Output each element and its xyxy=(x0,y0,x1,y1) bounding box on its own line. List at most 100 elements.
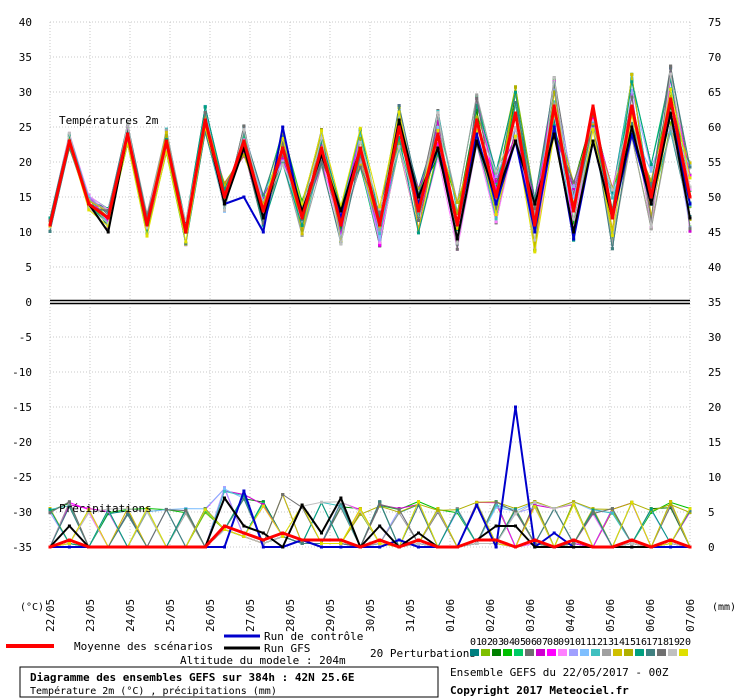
perturbation-20-temp-line-point xyxy=(397,110,401,114)
mean-precip-line-point xyxy=(126,545,130,549)
perturbation-19-precip-line-point xyxy=(126,507,130,511)
mean-precip-line-point xyxy=(281,531,285,535)
gfs-precip-line-point xyxy=(417,531,420,535)
perturbation-03-temp-line-point xyxy=(669,105,673,109)
perturbation-17-temp-line-point xyxy=(397,104,401,108)
perturbation-17-precip-line-point xyxy=(242,497,246,501)
perturbation-16-precip-line-point xyxy=(455,508,459,512)
perturbation-20-precip-line-point xyxy=(87,508,91,511)
gfs-precip-line-point xyxy=(630,545,634,549)
perturbation-08-temp-line-point xyxy=(494,187,498,191)
perturbation-swatch xyxy=(481,649,490,656)
left-axis-ticks: 40 35 30 25 20 15 10 5 0 -5 -10 -15 -20 -25 -30 -35 xyxy=(12,16,32,554)
perturbation-15-precip-line-point xyxy=(669,503,673,507)
control-precip-line-point xyxy=(514,405,517,409)
perturbation-number: 07 xyxy=(536,637,548,648)
left-tick-label: 30 xyxy=(19,86,32,99)
perturbation-15-precip-line-point xyxy=(358,512,362,516)
perturbation-14-precip-line-point xyxy=(669,500,673,503)
perturbation-17-temp-line-point xyxy=(281,134,285,138)
mean-precip-line-point xyxy=(203,545,207,549)
x-tick-label: 02/06 xyxy=(484,599,497,632)
perturbation-15-temp-line-point xyxy=(223,181,226,185)
perturbation-swatch xyxy=(679,649,688,656)
perturbation-14-temp-line-point xyxy=(455,200,459,204)
perturbation-18-precip-line-point xyxy=(48,511,52,515)
right-tick-label: 60 xyxy=(708,121,721,134)
perturbation-03-temp-line-point xyxy=(475,108,479,112)
perturbation-03-temp-line-point xyxy=(339,227,343,231)
perturbation-15-temp-line-point xyxy=(281,144,285,148)
perturbation-15-temp-line-point xyxy=(455,211,459,215)
perturbation-18-precip-line-point xyxy=(610,507,614,511)
perturbation-16-precip-line-point xyxy=(591,508,595,512)
perturbation-number: 12 xyxy=(591,637,603,648)
perturbation-17-temp-line-point xyxy=(649,185,653,189)
grid xyxy=(49,21,691,548)
control-temp-line-point xyxy=(494,202,498,206)
perturbation-11-precip-line-point xyxy=(223,487,226,491)
perturbation-17-precip-line-point xyxy=(591,510,595,514)
control-precip-line-point xyxy=(223,545,226,549)
left-tick-label: 35 xyxy=(19,51,32,64)
perturbation-02-temp-line-point xyxy=(610,238,614,242)
perturbation-20-temp-line-point xyxy=(688,176,692,180)
perturbation-11-temp-line-point xyxy=(397,115,401,119)
control-precip-line-point xyxy=(242,489,246,493)
mean-temp-line-point xyxy=(591,104,595,108)
right-tick-label: 70 xyxy=(708,51,721,64)
x-tick-label: 31/05 xyxy=(404,599,417,632)
perturbation-06-temp-line-point xyxy=(572,192,576,196)
control-precip-line-point xyxy=(320,545,323,549)
perturbation-11-precip-line-point xyxy=(494,505,498,509)
perturbation-19-precip-line-point xyxy=(320,500,323,504)
perturbation-01-temp-line-point xyxy=(339,225,343,229)
x-tick-label: 25/05 xyxy=(164,599,177,632)
perturbation-15-temp-line-point xyxy=(300,228,304,232)
perturbation-20-temp-line-point xyxy=(164,150,168,154)
perturbation-20-temp-line-point xyxy=(630,114,634,117)
perturbation-12-precip-line-point xyxy=(494,503,498,507)
perturbation-19-precip-line-point xyxy=(358,509,362,513)
perturbation-swatch xyxy=(525,649,534,656)
gfs-temp-line-point xyxy=(397,118,401,122)
perturbation-17-precip-line-point xyxy=(514,508,517,512)
perturbation-number: 03 xyxy=(492,637,504,648)
perturbation-01-temp-line-point xyxy=(552,118,556,122)
perturbation-06-precip-line-point xyxy=(339,506,343,510)
x-tick-label: 27/05 xyxy=(244,599,257,632)
legend-gfs-label: Run GFS xyxy=(264,642,310,655)
perturbation-10-temp-line-point xyxy=(378,238,382,242)
x-tick-label: 06/06 xyxy=(644,599,657,632)
chart-title: Diagramme des ensembles GEFS sur 384h : … xyxy=(30,671,355,684)
perturbation-16-temp-line-point xyxy=(436,152,440,156)
perturbation-19-temp-line-point xyxy=(494,169,498,173)
perturbation-20-temp-line-point xyxy=(455,227,459,231)
perturbation-17-temp-line-point xyxy=(358,154,362,158)
perturbation-20-temp-line-point xyxy=(378,205,382,209)
perturbation-20-precip-line-point xyxy=(688,507,692,511)
perturbation-16-temp-line-point xyxy=(514,90,517,94)
legend-perturb-label: 20 Perturbations xyxy=(370,647,476,660)
control-precip-line-point xyxy=(417,545,420,549)
control-temp-line-point xyxy=(339,216,343,220)
perturbation-number: 01 xyxy=(470,637,482,648)
perturbation-13-temp-line-point xyxy=(320,164,323,168)
x-axis-ticks: 22/05 23/05 24/05 25/05 26/05 27/05 28/05 29/05… xyxy=(44,599,697,632)
gfs-precip-line-point xyxy=(261,531,265,535)
perturbation-02-precip-line-point xyxy=(203,511,207,515)
perturbation-16-precip-line-point xyxy=(242,493,246,497)
mean-temp-line-point xyxy=(552,104,556,108)
perturbation-20-precip-line-point xyxy=(417,500,420,503)
perturbation-15-temp-line-point xyxy=(417,187,420,191)
perturbation-20-temp-line-point xyxy=(106,224,110,228)
perturbation-12-precip-line-point xyxy=(610,511,614,515)
perturbation-swatch xyxy=(668,649,677,656)
right-tick-label: 45 xyxy=(708,226,721,239)
x-tick-label: 03/06 xyxy=(524,599,537,632)
perturbation-19-temp-line-point xyxy=(320,136,323,140)
control-temp-line-point xyxy=(261,230,265,234)
control-precip-line-point xyxy=(339,545,343,549)
perturbation-14-temp-line-point xyxy=(358,163,362,167)
